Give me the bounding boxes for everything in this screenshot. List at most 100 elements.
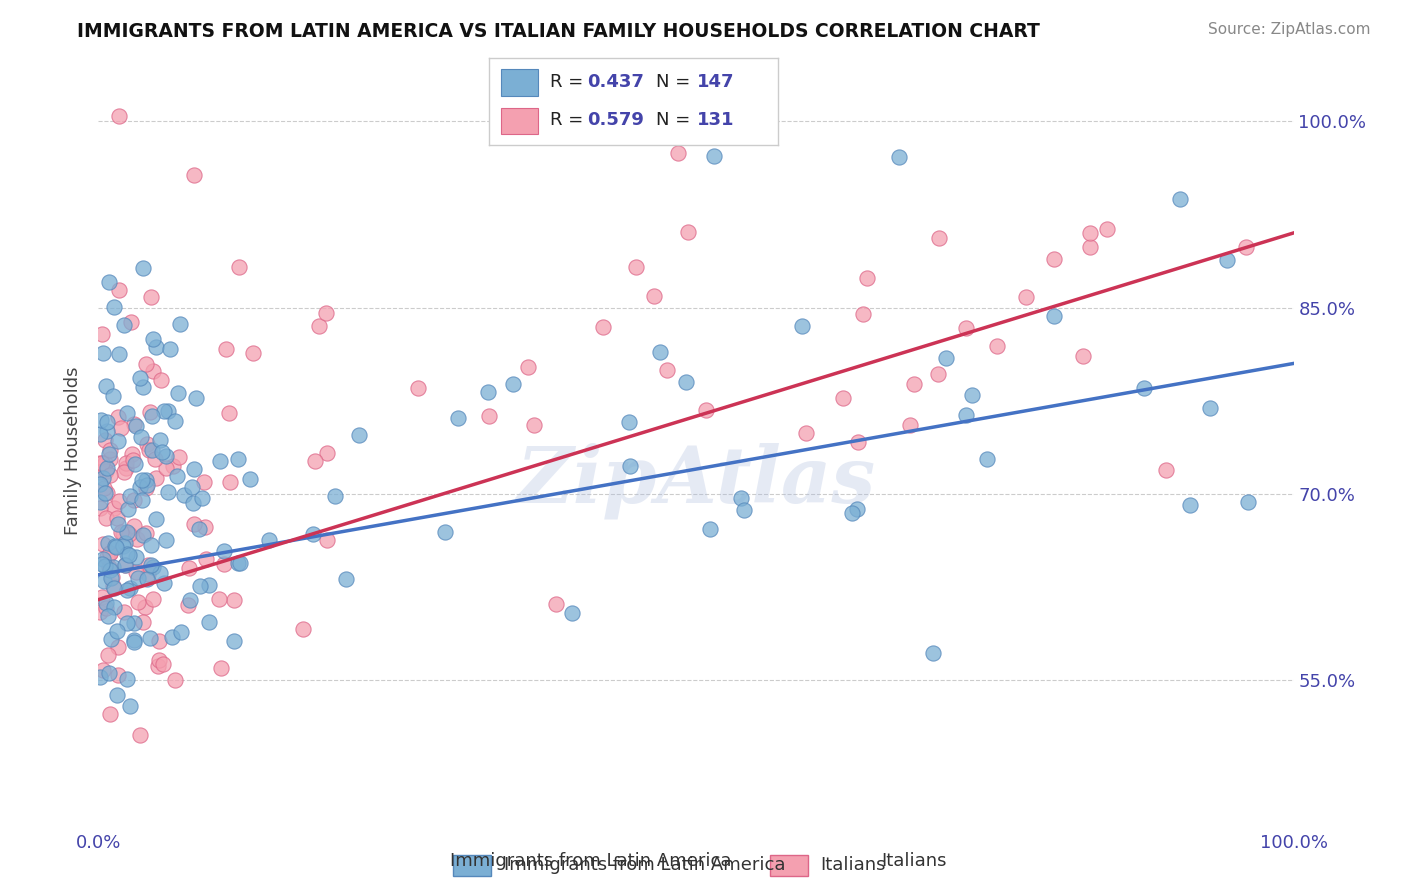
Point	[301, 526, 323, 541]
Text: Italians: Italians	[821, 856, 886, 874]
Point	[643, 289, 665, 303]
Point	[181, 495, 204, 509]
Text: Italians: Italians	[882, 852, 946, 870]
Point	[98, 447, 121, 461]
Point	[100, 632, 122, 646]
Point	[122, 634, 145, 648]
Point	[1043, 309, 1066, 323]
Point	[792, 318, 814, 333]
Point	[257, 533, 280, 547]
Point	[695, 402, 717, 417]
Point	[94, 433, 117, 447]
Point	[114, 456, 136, 470]
Point	[129, 480, 152, 494]
Point	[976, 452, 998, 467]
Point	[118, 548, 141, 562]
Point	[103, 600, 125, 615]
Point	[215, 342, 238, 356]
Point	[155, 461, 177, 475]
Point	[131, 430, 153, 444]
Point	[145, 471, 167, 485]
Point	[90, 590, 112, 604]
Point	[114, 558, 136, 572]
Point	[183, 516, 205, 531]
Point	[1015, 290, 1038, 304]
Point	[91, 558, 114, 572]
Point	[124, 458, 146, 472]
Point	[112, 318, 135, 332]
Point	[94, 486, 117, 500]
Point	[135, 482, 157, 496]
Point	[218, 406, 240, 420]
Point	[135, 525, 157, 540]
Point	[986, 339, 1008, 353]
Text: N =: N =	[657, 72, 696, 91]
Point	[112, 525, 135, 540]
Point	[122, 615, 145, 630]
Point	[115, 406, 138, 420]
Point	[155, 533, 177, 547]
Point	[502, 377, 524, 392]
Point	[733, 502, 755, 516]
Text: Immigrants from Latin America: Immigrants from Latin America	[450, 852, 731, 870]
Point	[173, 488, 195, 502]
Point	[291, 622, 314, 636]
Point	[335, 572, 357, 586]
Point	[856, 271, 879, 285]
Point	[1234, 240, 1257, 254]
Point	[91, 537, 114, 551]
Point	[655, 363, 678, 377]
Point	[108, 283, 131, 297]
Point	[91, 552, 114, 566]
Point	[156, 485, 179, 500]
Point	[107, 410, 129, 425]
Point	[112, 466, 135, 480]
Point	[96, 486, 118, 500]
Point	[190, 491, 212, 505]
Point	[1043, 252, 1066, 266]
Point	[98, 563, 121, 577]
Point	[132, 615, 155, 629]
Point	[135, 358, 157, 372]
Point	[94, 511, 117, 525]
Point	[194, 519, 217, 533]
Point	[1071, 349, 1094, 363]
Point	[212, 558, 235, 572]
Text: 0.437: 0.437	[588, 72, 644, 91]
Point	[141, 442, 163, 457]
Point	[150, 445, 173, 459]
Point	[433, 524, 456, 539]
Point	[89, 605, 111, 619]
Point	[229, 556, 252, 570]
Text: 131: 131	[697, 111, 734, 129]
Point	[98, 546, 121, 560]
Point	[349, 427, 371, 442]
Point	[105, 511, 128, 525]
Point	[544, 597, 567, 611]
Point	[153, 575, 176, 590]
Point	[97, 536, 120, 550]
Point	[148, 653, 170, 667]
Point	[150, 373, 173, 387]
Point	[626, 260, 648, 274]
Point	[1154, 463, 1177, 477]
Point	[141, 409, 163, 424]
Point	[166, 469, 188, 483]
Point	[96, 464, 118, 478]
Point	[212, 544, 235, 558]
Point	[1078, 240, 1101, 254]
Point	[103, 579, 125, 593]
Point	[98, 467, 121, 482]
Point	[170, 624, 193, 639]
Point	[118, 699, 141, 714]
Text: ZipAtlas: ZipAtlas	[516, 442, 876, 519]
Point	[104, 540, 127, 554]
Point	[188, 579, 211, 593]
Point	[186, 392, 208, 406]
Point	[162, 458, 184, 473]
Point	[110, 420, 132, 434]
Point	[955, 320, 977, 334]
Point	[165, 673, 187, 687]
Point	[179, 593, 201, 607]
Point	[1095, 222, 1118, 236]
